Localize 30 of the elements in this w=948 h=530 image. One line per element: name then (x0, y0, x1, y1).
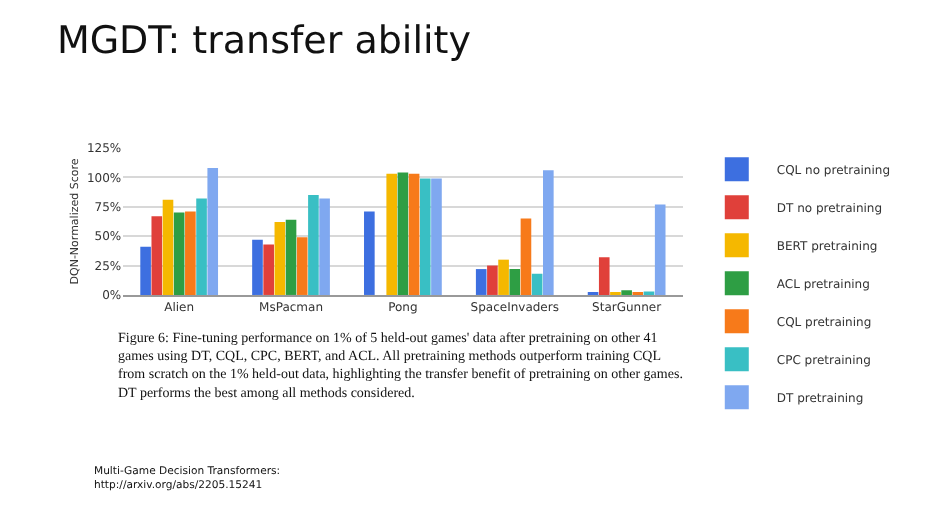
bar (543, 170, 554, 295)
bar (509, 269, 521, 295)
bar (308, 194, 319, 295)
bar (140, 246, 151, 295)
bar (654, 204, 666, 295)
bar (252, 239, 263, 295)
bar (408, 173, 420, 295)
bar (520, 218, 532, 295)
bar (397, 172, 409, 295)
bar (319, 198, 330, 295)
bar (487, 265, 498, 295)
bar (274, 222, 286, 295)
bar (296, 237, 308, 295)
bar (531, 273, 543, 295)
bar (173, 212, 185, 295)
bar (386, 173, 398, 295)
bar (498, 259, 509, 295)
bar (162, 199, 174, 295)
bar (285, 219, 297, 295)
bar (598, 257, 610, 295)
bar (364, 211, 375, 295)
bar (196, 198, 207, 295)
bar (185, 211, 196, 295)
chart-title: MGDT: transfer ability (56, 19, 471, 64)
bar (151, 216, 163, 295)
bar (475, 269, 487, 295)
bar (207, 167, 219, 295)
bar (431, 178, 442, 295)
bar (263, 244, 274, 295)
bar (419, 178, 431, 295)
